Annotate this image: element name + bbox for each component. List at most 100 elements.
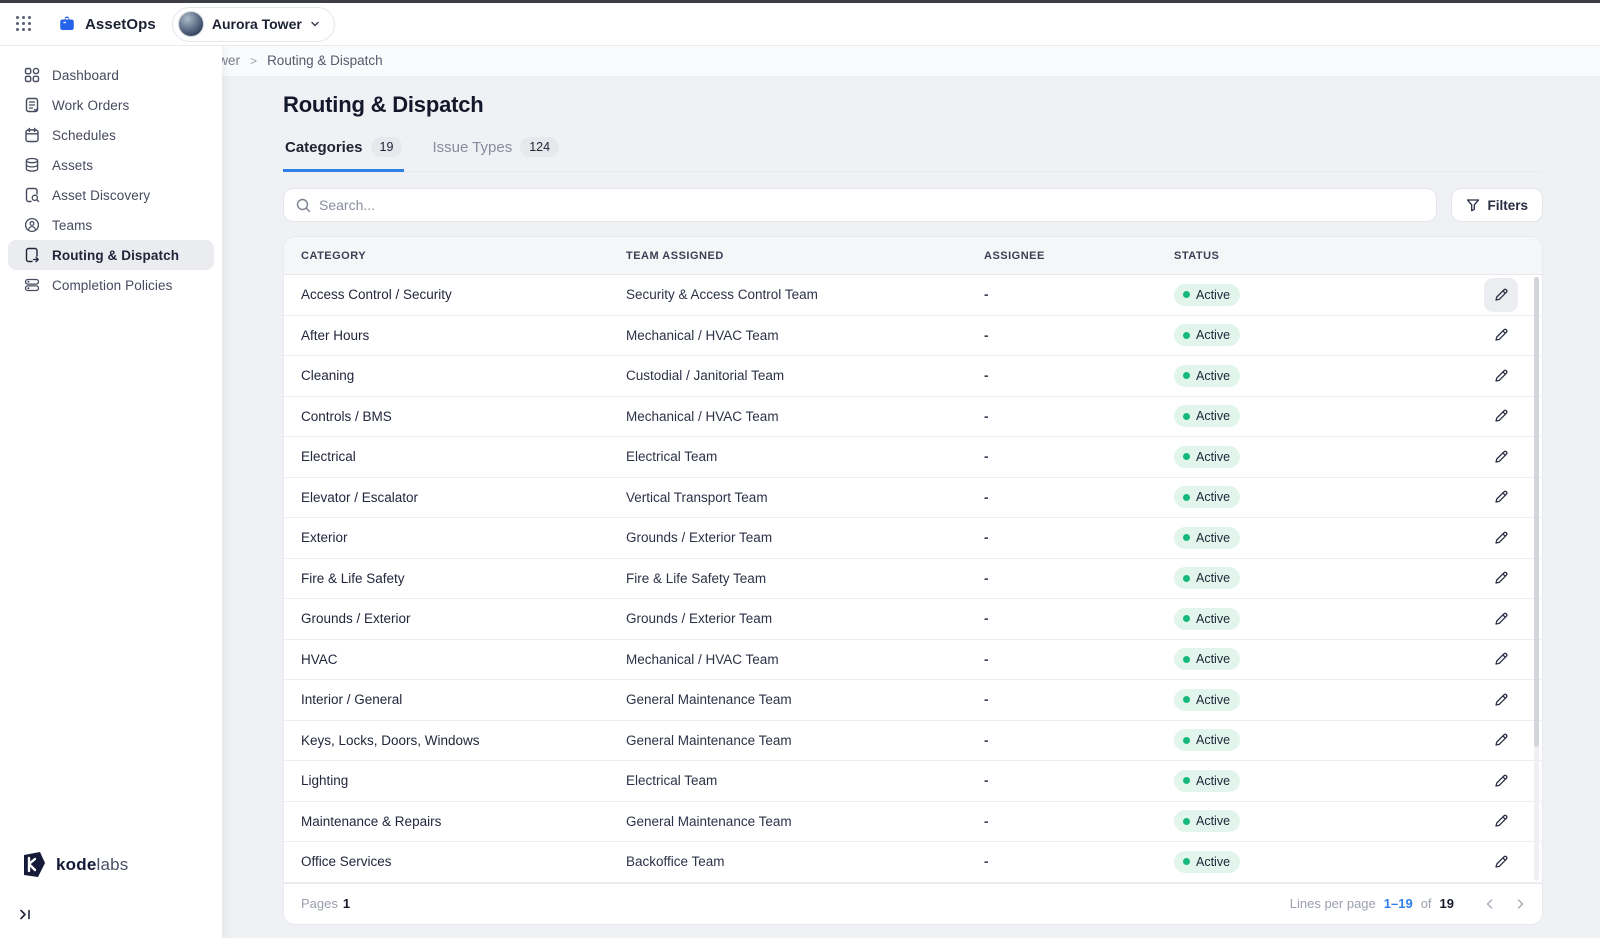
cell-actions [1470,318,1518,352]
cell-team-assigned: Electrical Team [626,449,718,465]
table-scrollbar[interactable] [1534,277,1539,881]
sidebar-item-dashboard[interactable]: Dashboard [8,60,214,90]
sidebar-item-label: Work Orders [52,97,130,113]
search-input[interactable] [319,197,1425,213]
pencil-icon [1495,814,1508,827]
cell-actions [1470,480,1518,514]
pencil-icon [1495,490,1508,503]
status-badge: Active [1174,324,1241,347]
workspace-avatar [177,11,204,37]
table-row[interactable]: Lighting Electrical Team - Active [284,761,1542,802]
pagination-controls [1484,898,1526,910]
cell-team-assigned: Electrical Team [626,773,718,789]
table-row[interactable]: Interior / General General Maintenance T… [284,680,1542,721]
status-badge: Active [1174,445,1241,468]
edit-button[interactable] [1484,277,1518,312]
logo-light: labs [96,855,129,874]
pencil-icon [1495,612,1508,625]
table-row[interactable]: Maintenance & Repairs General Maintenanc… [284,801,1542,842]
cell-actions [1470,399,1518,433]
cell-actions [1470,642,1518,676]
table-row[interactable]: Elevator / Escalator Vertical Transport … [284,477,1542,518]
sidebar-item-schedules[interactable]: Schedules [8,120,214,150]
page-title: Routing & Dispatch [283,92,484,117]
app-identity[interactable]: AssetOps [58,15,156,33]
cell-team-assigned: Grounds / Exterior Team [626,611,773,627]
edit-button[interactable] [1484,723,1518,757]
edit-button[interactable] [1484,804,1518,838]
workspace-selector[interactable]: Aurora Tower [171,6,335,42]
breadcrumb-item-current[interactable]: Routing & Dispatch [267,53,383,68]
tab-count-badge: 124 [520,137,560,157]
tools-row: Filters [283,188,1543,222]
status-badge: Active [1174,607,1241,630]
cell-category: Maintenance & Repairs [301,813,442,829]
sidebar-item-completion-policies[interactable]: Completion Policies [8,270,214,300]
table-row[interactable]: Keys, Locks, Doors, Windows General Main… [284,720,1542,761]
tab-categories[interactable]: Categories 19 [283,131,405,172]
sidebar-item-teams[interactable]: Teams [8,210,214,240]
cell-status: Active [1174,567,1470,590]
table-row[interactable]: Exterior Grounds / Exterior Team - Activ… [284,518,1542,559]
prev-page-icon[interactable] [1484,898,1496,910]
current-page: 1 [342,896,351,911]
cell-assignee: - [984,651,989,667]
edit-button[interactable] [1484,521,1518,555]
status-badge: Active [1174,850,1241,873]
pencil-icon [1495,774,1508,787]
edit-button[interactable] [1484,845,1518,879]
cell-team-assigned: Security & Access Control Team [626,287,818,303]
edit-button[interactable] [1484,318,1518,352]
table-row[interactable]: Electrical Electrical Team - Active [284,437,1542,478]
table-scrollbar-thumb[interactable] [1534,277,1539,747]
cell-assignee: - [984,611,989,627]
table-row[interactable]: Office Services Backoffice Team - Active [284,842,1542,883]
sidebar-item-work-orders[interactable]: Work Orders [8,90,214,120]
cell-assignee: - [984,813,989,829]
cell-assignee: - [984,489,989,505]
edit-button[interactable] [1484,480,1518,514]
status-badge: Active [1174,405,1241,428]
sidebar-item-label: Dashboard [52,67,119,83]
sidebar-item-routing-dispatch[interactable]: Routing & Dispatch [8,240,214,270]
sidebar-collapse-icon[interactable] [18,904,38,924]
edit-button[interactable] [1484,602,1518,636]
cell-category: Fire & Life Safety [301,570,405,586]
table-row[interactable]: Fire & Life Safety Fire & Life Safety Te… [284,558,1542,599]
cell-actions [1470,359,1518,393]
table-row[interactable]: HVAC Mechanical / HVAC Team - Active [284,639,1542,680]
lines-total: 19 [1439,896,1454,911]
search-box[interactable] [283,188,1438,222]
edit-button[interactable] [1484,399,1518,433]
cell-actions [1470,845,1518,879]
edit-button[interactable] [1484,764,1518,798]
pencil-icon [1495,409,1508,422]
sidebar-item-assets[interactable]: Assets [8,150,214,180]
cell-category: HVAC [301,651,338,667]
cell-team-assigned: Fire & Life Safety Team [626,570,767,586]
pencil-icon [1495,693,1508,706]
cell-assignee: - [984,530,989,546]
sidebar-item-asset-discovery[interactable]: Asset Discovery [8,180,214,210]
table-row[interactable]: After Hours Mechanical / HVAC Team - Act… [284,315,1542,356]
cell-actions [1470,561,1518,595]
table-row[interactable]: Cleaning Custodial / Janitorial Team - A… [284,356,1542,397]
app-grid-icon[interactable] [16,16,32,32]
cell-actions [1470,521,1518,555]
filters-button[interactable]: Filters [1451,188,1543,222]
edit-button[interactable] [1484,440,1518,474]
next-page-icon[interactable] [1514,898,1526,910]
briefcase-icon [60,16,74,30]
edit-button[interactable] [1484,359,1518,393]
sidebar-item-label: Teams [52,217,93,233]
tabs: Categories 19 Issue Types 124 [283,131,1543,172]
table-row[interactable]: Controls / BMS Mechanical / HVAC Team - … [284,396,1542,437]
edit-button[interactable] [1484,642,1518,676]
table-row[interactable]: Access Control / Security Security & Acc… [284,275,1542,316]
edit-button[interactable] [1484,683,1518,717]
edit-button[interactable] [1484,561,1518,595]
table-row[interactable]: Grounds / Exterior Grounds / Exterior Te… [284,599,1542,640]
assets-icon [25,157,39,172]
cell-team-assigned: Grounds / Exterior Team [626,530,773,546]
tab-issue-types[interactable]: Issue Types 124 [430,131,561,172]
